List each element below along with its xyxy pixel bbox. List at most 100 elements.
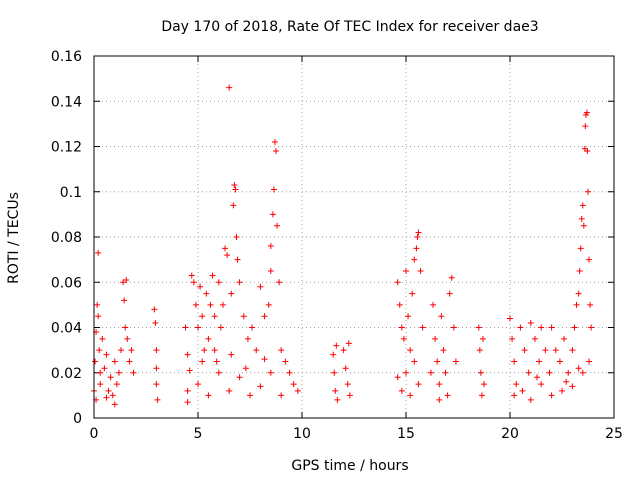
data-point	[278, 392, 285, 399]
data-point	[571, 324, 578, 331]
data-point	[195, 381, 201, 388]
data-point	[507, 315, 513, 322]
data-point	[226, 387, 233, 394]
data-point	[552, 347, 559, 354]
data-point	[188, 272, 195, 279]
data-point	[576, 267, 583, 274]
data-point	[577, 245, 584, 252]
data-point	[432, 335, 439, 342]
data-point	[340, 347, 347, 354]
data-point	[215, 369, 222, 376]
data-point	[123, 276, 130, 283]
data-point	[261, 313, 268, 320]
data-point	[126, 358, 133, 365]
y-tick-label: 0.08	[51, 230, 82, 246]
data-point	[274, 222, 281, 229]
data-point	[534, 374, 541, 381]
data-point	[96, 347, 103, 354]
data-point	[561, 335, 568, 342]
data-point	[217, 324, 224, 331]
y-tick-labels: 0 0.02 0.04 0.06 0.08 0.1 0.12 0.14 0.16	[51, 49, 82, 427]
data-point	[573, 301, 580, 308]
data-point	[219, 301, 226, 308]
data-point	[430, 301, 437, 308]
data-point	[403, 267, 409, 274]
data-point	[101, 365, 108, 372]
data-point	[434, 358, 441, 365]
data-point	[538, 381, 545, 388]
data-point	[233, 234, 240, 240]
data-point	[511, 392, 518, 399]
data-point	[346, 392, 353, 399]
data-point	[407, 392, 414, 399]
data-point	[475, 324, 482, 331]
data-point	[511, 358, 518, 365]
data-point	[153, 381, 160, 388]
data-point	[436, 396, 443, 403]
data-point	[438, 313, 445, 320]
data-point	[290, 381, 297, 388]
data-point	[236, 374, 243, 381]
data-point	[182, 324, 189, 331]
data-point	[184, 399, 191, 406]
data-point	[342, 365, 349, 372]
data-point	[153, 347, 160, 354]
data-points	[91, 84, 595, 408]
data-point	[265, 301, 272, 308]
x-tick-label: 5	[194, 426, 203, 442]
data-point	[477, 369, 484, 376]
data-point	[440, 347, 447, 354]
data-point	[109, 392, 116, 399]
data-point	[575, 365, 582, 372]
data-point	[209, 272, 216, 279]
data-point	[184, 351, 191, 358]
data-point	[333, 342, 340, 349]
data-point	[519, 387, 526, 394]
data-point	[282, 358, 289, 365]
data-point	[565, 369, 572, 376]
data-point	[247, 392, 253, 399]
data-point	[286, 369, 293, 376]
data-point	[103, 351, 110, 358]
data-point	[411, 358, 418, 365]
data-point	[115, 369, 122, 376]
data-point	[476, 347, 483, 354]
data-point	[122, 324, 129, 331]
data-point	[240, 313, 247, 320]
data-point	[334, 396, 341, 403]
y-tick-label: 0.12	[51, 140, 82, 156]
data-point	[267, 267, 274, 274]
data-point	[444, 392, 451, 399]
chart-title: Day 170 of 2018, Rate Of TEC Index for r…	[161, 19, 538, 35]
data-point	[398, 387, 405, 394]
data-point	[230, 202, 237, 209]
data-point	[344, 381, 351, 388]
data-point	[121, 297, 128, 304]
data-point	[403, 369, 409, 376]
data-point	[578, 215, 585, 222]
data-point	[452, 358, 459, 365]
data-point	[107, 374, 114, 381]
data-point	[527, 396, 534, 403]
x-tick-label: 25	[605, 426, 623, 442]
data-point	[345, 340, 352, 347]
data-point	[417, 267, 424, 274]
data-point	[224, 252, 231, 259]
data-point	[97, 369, 104, 376]
y-tick-label: 0.04	[51, 321, 82, 337]
data-point	[242, 365, 249, 372]
data-point	[525, 369, 532, 376]
data-point	[207, 301, 214, 308]
data-point	[586, 256, 593, 263]
data-point	[559, 387, 565, 394]
data-point	[509, 335, 516, 342]
data-point	[203, 290, 210, 297]
x-tick-label: 15	[397, 426, 415, 442]
data-point	[190, 279, 197, 286]
data-point	[222, 245, 229, 252]
data-point	[111, 358, 118, 365]
data-point	[257, 383, 264, 390]
data-point	[413, 245, 420, 252]
data-point	[450, 324, 457, 331]
data-point	[448, 274, 455, 281]
